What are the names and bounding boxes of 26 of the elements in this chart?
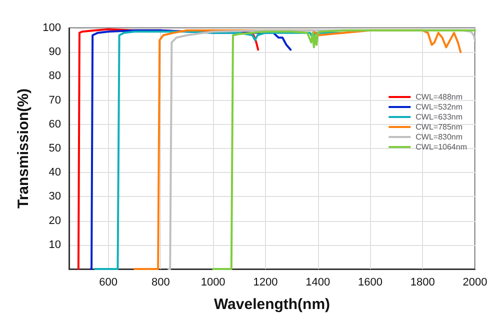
y-tick-label: 80 bbox=[48, 70, 61, 82]
legend-label: CWL=1064nm bbox=[416, 142, 468, 152]
legend-label: CWL=785nm bbox=[416, 122, 463, 132]
y-tick-label: 60 bbox=[48, 118, 61, 130]
y-tick-label: 40 bbox=[48, 166, 61, 179]
legend-label: CWL=633nm bbox=[416, 112, 463, 122]
legend-label: CWL=488nm bbox=[416, 92, 463, 102]
x-tick-label: 2000 bbox=[462, 276, 488, 288]
y-tick-label: 70 bbox=[48, 94, 61, 106]
y-tick-label: 20 bbox=[48, 214, 61, 227]
y-tick-label: 100 bbox=[42, 22, 61, 34]
legend-label: CWL=830nm bbox=[416, 132, 463, 142]
x-tick-label: 1400 bbox=[306, 276, 330, 288]
x-tick-label: 1000 bbox=[200, 276, 226, 288]
x-tick-label: 1600 bbox=[358, 276, 382, 288]
x-tick-label: 600 bbox=[99, 276, 118, 288]
y-tick-label: 90 bbox=[48, 46, 61, 58]
x-tick-label: 1200 bbox=[253, 276, 278, 288]
y-tick-label: 10 bbox=[48, 238, 61, 251]
x-tick-label: 800 bbox=[152, 276, 170, 288]
x-axis-title: Wavelength(nm) bbox=[214, 296, 330, 313]
y-tick-label: 50 bbox=[48, 142, 61, 154]
x-tick-label: 1800 bbox=[410, 276, 435, 288]
legend-label: CWL=532nm bbox=[416, 102, 463, 112]
y-axis-title: Transmission(%) bbox=[15, 88, 32, 209]
y-tick-label: 30 bbox=[48, 190, 61, 203]
